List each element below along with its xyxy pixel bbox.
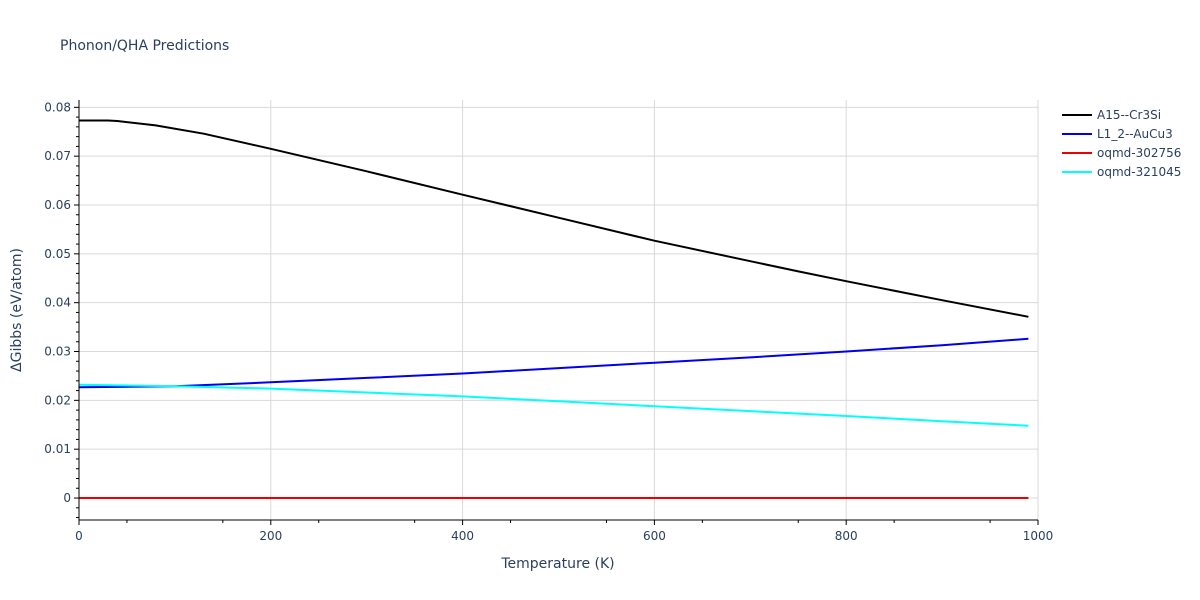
chart-title: Phonon/QHA Predictions	[60, 38, 229, 54]
y-tick-label: 0.08	[44, 100, 71, 114]
legend-label: A15--Cr3Si	[1097, 108, 1161, 122]
x-tick-label: 0	[75, 529, 83, 543]
x-axis-label: Temperature (K)	[500, 556, 614, 572]
x-tick-label: 1000	[1023, 529, 1054, 543]
grid	[79, 100, 1039, 520]
x-ticks: 0 200 400 600 800 1000	[75, 520, 1053, 543]
y-tick-label: 0.03	[44, 345, 71, 359]
series-line-L1_2--AuCu3	[78, 337, 1029, 389]
x-tick-label: 200	[259, 529, 282, 543]
series-line-oqmd-321045	[78, 383, 1029, 427]
y-tick-label: 0.01	[44, 442, 71, 456]
y-ticks: 0 0.01 0.02 0.03 0.04 0.05 0.06 0.07 0.08	[44, 100, 79, 519]
x-tick-label: 400	[451, 529, 474, 543]
y-tick-label: 0.07	[44, 149, 71, 163]
legend-label: L1_2--AuCu3	[1097, 127, 1173, 141]
series-line-A15--Cr3Si	[79, 119, 1029, 318]
series-lines	[78, 119, 1029, 499]
legend: A15--Cr3Si L1_2--AuCu3 oqmd-302756 oqmd-321…	[1062, 108, 1181, 179]
y-tick-label: 0	[63, 491, 71, 505]
y-tick-label: 0.02	[44, 393, 71, 407]
y-tick-label: 0.06	[44, 198, 71, 212]
y-tick-label: 0.04	[44, 296, 71, 310]
y-axis-label: ΔGibbs (eV/atom)	[9, 248, 25, 372]
legend-label: oqmd-321045	[1097, 165, 1181, 179]
axes	[78, 100, 1038, 521]
legend-label: oqmd-302756	[1097, 146, 1181, 160]
y-tick-label: 0.05	[44, 247, 71, 261]
x-tick-label: 800	[835, 529, 858, 543]
x-tick-label: 600	[643, 529, 666, 543]
